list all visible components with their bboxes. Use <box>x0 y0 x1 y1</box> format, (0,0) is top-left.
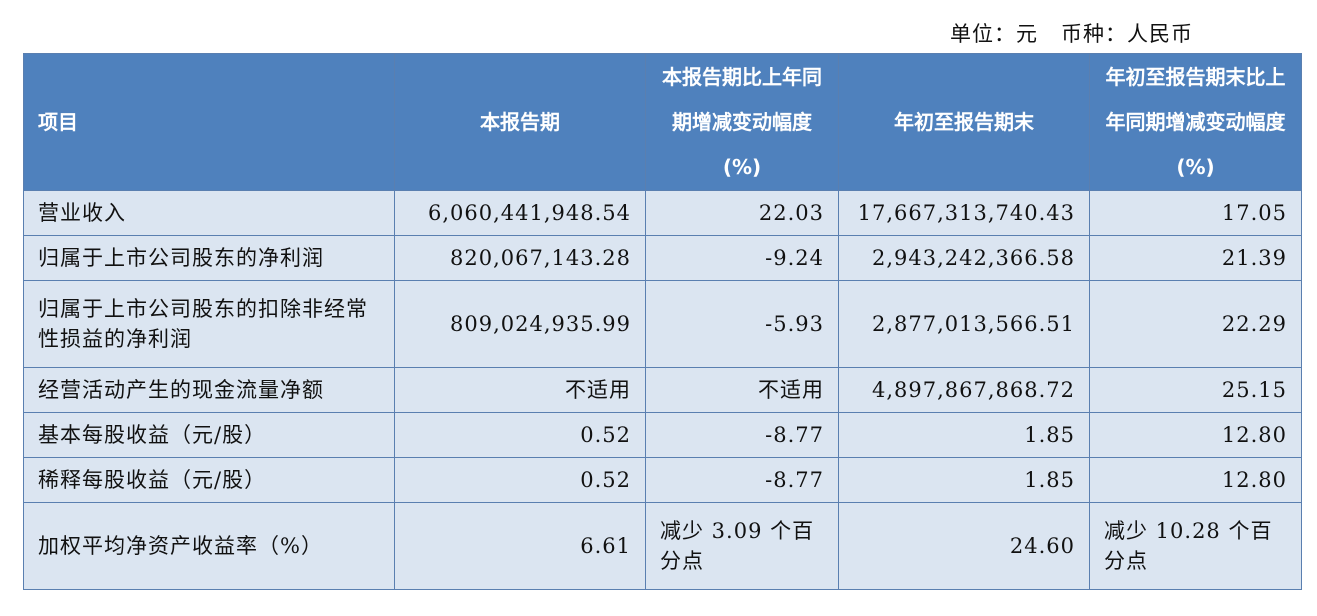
table-row: 加权平均净资产收益率（%） 6.61 减少 3.09 个百分点 24.60 减少… <box>23 502 1302 590</box>
cell-current-change: -8.77 <box>645 412 839 458</box>
row-label: 归属于上市公司股东的净利润 <box>23 235 395 281</box>
cell-current-period: 0.52 <box>394 457 646 503</box>
cell-ytd: 4,897,867,868.72 <box>838 367 1090 413</box>
cell-ytd: 2,943,242,366.58 <box>838 235 1090 281</box>
row-label: 营业收入 <box>23 190 395 236</box>
table-row: 基本每股收益（元/股） 0.52 -8.77 1.85 12.80 <box>23 412 1302 458</box>
cell-current-change: 减少 3.09 个百分点 <box>645 502 839 590</box>
cell-ytd: 1.85 <box>838 412 1090 458</box>
cell-current-change: -5.93 <box>645 280 839 368</box>
header-row: 项目 本报告期 本报告期比上年同期增减变动幅度(%) 年初至报告期末 年初至报告… <box>23 53 1302 191</box>
cell-current-period: 6.61 <box>394 502 646 590</box>
row-label: 归属于上市公司股东的扣除非经常性损益的净利润 <box>23 280 395 368</box>
cell-ytd-change: 12.80 <box>1089 457 1302 503</box>
row-label: 稀释每股收益（元/股） <box>23 457 395 503</box>
cell-ytd-change: 17.05 <box>1089 190 1302 236</box>
table-row: 经营活动产生的现金流量净额 不适用 不适用 4,897,867,868.72 2… <box>23 367 1302 413</box>
table-row: 营业收入 6,060,441,948.54 22.03 17,667,313,7… <box>23 190 1302 236</box>
table-row: 归属于上市公司股东的扣除非经常性损益的净利润 809,024,935.99 -5… <box>23 280 1302 368</box>
header-current-period-change: 本报告期比上年同期增减变动幅度(%) <box>645 53 839 191</box>
cell-ytd-change: 减少 10.28 个百分点 <box>1089 502 1302 590</box>
cell-current-change: 22.03 <box>645 190 839 236</box>
table-row: 归属于上市公司股东的净利润 820,067,143.28 -9.24 2,943… <box>23 235 1302 281</box>
cell-current-period: 0.52 <box>394 412 646 458</box>
cell-current-period: 809,024,935.99 <box>394 280 646 368</box>
row-label: 经营活动产生的现金流量净额 <box>23 367 395 413</box>
cell-current-period: 不适用 <box>394 367 646 413</box>
header-year-to-date: 年初至报告期末 <box>838 53 1090 191</box>
financial-data-table: 项目 本报告期 本报告期比上年同期增减变动幅度(%) 年初至报告期末 年初至报告… <box>23 53 1302 590</box>
header-current-period: 本报告期 <box>394 53 646 191</box>
cell-current-change: -9.24 <box>645 235 839 281</box>
table-row: 稀释每股收益（元/股） 0.52 -8.77 1.85 12.80 <box>23 457 1302 503</box>
cell-ytd: 24.60 <box>838 502 1090 590</box>
cell-ytd-change: 22.29 <box>1089 280 1302 368</box>
header-item: 项目 <box>23 53 395 191</box>
cell-ytd-change: 25.15 <box>1089 367 1302 413</box>
row-label: 加权平均净资产收益率（%） <box>23 502 395 590</box>
cell-ytd: 17,667,313,740.43 <box>838 190 1090 236</box>
cell-ytd: 2,877,013,566.51 <box>838 280 1090 368</box>
unit-currency-note: 单位：元 币种：人民币 <box>950 22 1194 46</box>
cell-ytd-change: 12.80 <box>1089 412 1302 458</box>
cell-current-period: 820,067,143.28 <box>394 235 646 281</box>
cell-current-change: 不适用 <box>645 367 839 413</box>
cell-ytd-change: 21.39 <box>1089 235 1302 281</box>
cell-ytd: 1.85 <box>838 457 1090 503</box>
row-label: 基本每股收益（元/股） <box>23 412 395 458</box>
cell-current-period: 6,060,441,948.54 <box>394 190 646 236</box>
header-year-to-date-change: 年初至报告期末比上年同期增减变动幅度(%) <box>1089 53 1302 191</box>
cell-current-change: -8.77 <box>645 457 839 503</box>
